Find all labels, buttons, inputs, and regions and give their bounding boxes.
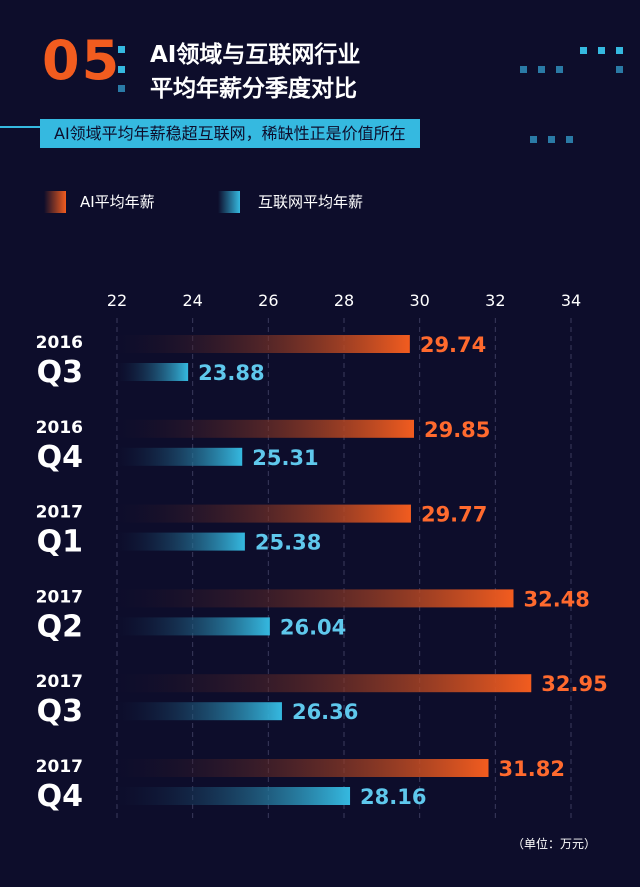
data-label-internet: 26.04 [280, 615, 346, 639]
bar-internet [117, 363, 189, 381]
x-tick-label: 34 [561, 291, 581, 310]
bar-ai [117, 589, 514, 608]
legend-label-ai: AI平均年薪 [80, 193, 155, 211]
bar-ai [117, 335, 410, 353]
subtitle-rule [0, 126, 40, 128]
data-label-ai: 32.95 [541, 672, 607, 696]
x-tick-label: 28 [334, 291, 354, 310]
x-tick-label: 22 [107, 291, 127, 310]
legend-label-internet: 互联网平均年薪 [258, 193, 364, 211]
data-label-internet: 23.88 [198, 361, 264, 385]
bar-ai [117, 759, 489, 777]
category-quarter-label: Q4 [37, 779, 83, 814]
data-label-ai: 29.74 [420, 333, 486, 357]
category-quarter-label: Q3 [37, 694, 83, 729]
data-label-ai: 29.77 [421, 503, 487, 527]
category-year-label: 2017 [36, 672, 83, 692]
bar-internet [117, 617, 270, 636]
category-year-label: 2017 [36, 503, 83, 523]
data-label-internet: 25.38 [255, 531, 321, 555]
category-quarter-label: Q2 [37, 609, 83, 644]
category-quarter-label: Q3 [37, 355, 83, 390]
category-year-label: 2016 [36, 333, 83, 353]
bar-internet [117, 532, 245, 551]
data-label-internet: 26.36 [292, 700, 358, 724]
bar-internet [117, 787, 351, 805]
x-tick-label: 30 [409, 291, 429, 310]
legend-swatch-internet [218, 191, 240, 213]
legend-swatch-ai [44, 191, 66, 213]
category-year-label: 2017 [36, 587, 83, 607]
category-quarter-label: Q1 [37, 525, 83, 560]
data-label-ai: 31.82 [499, 757, 565, 781]
x-tick-label: 32 [485, 291, 505, 310]
bar-internet [117, 702, 282, 721]
section-number: 05 [42, 29, 122, 92]
bar-ai [117, 674, 532, 693]
bar-internet [117, 447, 243, 466]
title-line-2: 平均年薪分季度对比 [150, 76, 357, 102]
category-quarter-label: Q4 [37, 440, 83, 475]
bar-ai [117, 419, 414, 438]
data-label-ai: 32.48 [523, 587, 589, 611]
data-label-internet: 25.31 [252, 446, 318, 470]
subtitle-banner: AI领域平均年薪稳超互联网，稀缺性正是价值所在 [40, 119, 420, 148]
unit-label: （单位：万元） [511, 837, 596, 851]
data-label-internet: 28.16 [360, 785, 426, 809]
bar-ai [117, 504, 411, 523]
title-line-1: AI领域与互联网行业 [150, 42, 361, 68]
x-tick-label: 24 [182, 291, 202, 310]
title-dot-icon [118, 46, 128, 92]
category-year-label: 2017 [36, 757, 83, 777]
category-year-label: 2016 [36, 418, 83, 438]
data-label-ai: 29.85 [424, 418, 490, 442]
x-tick-label: 26 [258, 291, 278, 310]
